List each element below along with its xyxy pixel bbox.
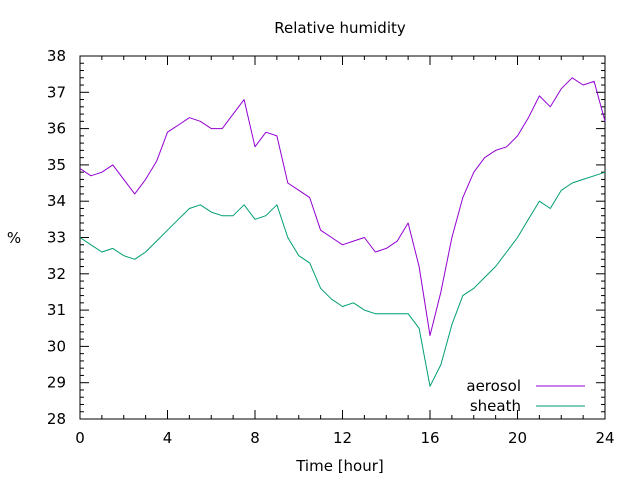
y-axis-label: % bbox=[7, 229, 21, 247]
series-line-aerosol bbox=[79, 77, 606, 336]
y-tick-label: 32 bbox=[47, 265, 66, 283]
y-tick-label: 34 bbox=[47, 192, 66, 210]
y-tick-label: 33 bbox=[47, 229, 66, 247]
legend-label-sheath: sheath bbox=[470, 397, 521, 415]
plot-frame bbox=[79, 55, 606, 420]
legend: aerosol sheath bbox=[466, 377, 585, 415]
x-tick-label: 8 bbox=[250, 429, 260, 447]
y-tick-label: 35 bbox=[47, 156, 66, 174]
x-axis-label: Time [hour] bbox=[295, 457, 384, 475]
y-tick-label: 31 bbox=[47, 301, 66, 319]
x-tick-label: 16 bbox=[420, 429, 439, 447]
x-tick-label: 4 bbox=[163, 429, 173, 447]
plot-area: 28 29 30 31 32 33 34 35 36 37 38 0 4 8 12 16 20 24 bbox=[47, 47, 615, 447]
y-tick-label: 29 bbox=[47, 374, 66, 392]
y-tick-label: 28 bbox=[47, 410, 66, 428]
legend-label-aerosol: aerosol bbox=[466, 377, 521, 395]
y-tick-label: 30 bbox=[47, 337, 66, 355]
x-tick-label: 0 bbox=[75, 429, 85, 447]
series-line-sheath bbox=[79, 171, 606, 387]
chart-title: Relative humidity bbox=[274, 19, 406, 37]
x-tick-label: 24 bbox=[595, 429, 614, 447]
x-tick-label: 20 bbox=[508, 429, 527, 447]
y-tick-label: 38 bbox=[47, 47, 66, 65]
y-tick-label: 36 bbox=[47, 120, 66, 138]
x-tick-label: 12 bbox=[333, 429, 352, 447]
y-tick-label: 37 bbox=[47, 83, 66, 101]
